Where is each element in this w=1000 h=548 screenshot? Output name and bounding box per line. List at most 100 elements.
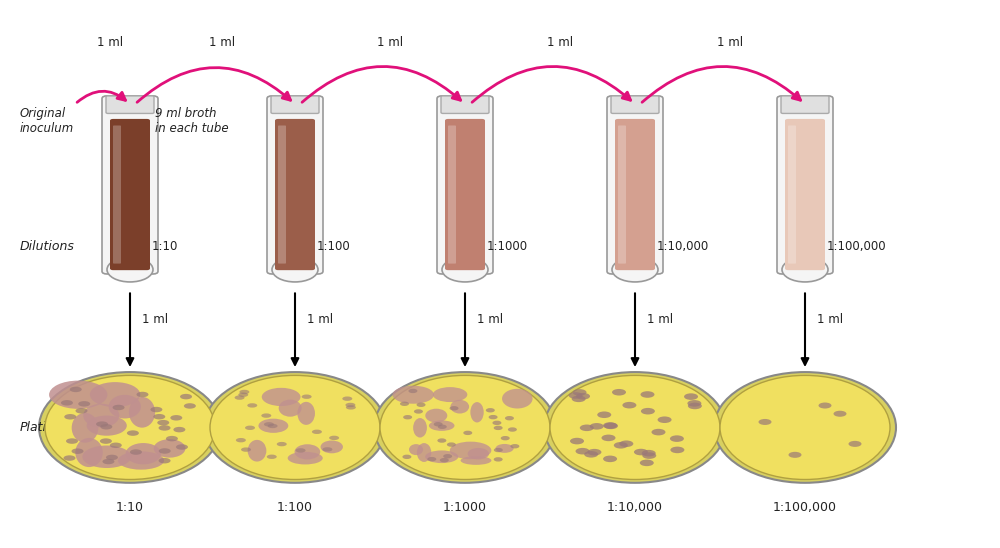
Ellipse shape xyxy=(782,258,828,282)
Ellipse shape xyxy=(83,404,119,427)
Ellipse shape xyxy=(640,460,654,466)
Ellipse shape xyxy=(82,446,131,468)
Ellipse shape xyxy=(267,455,277,459)
Ellipse shape xyxy=(429,420,455,431)
Ellipse shape xyxy=(670,435,684,442)
Ellipse shape xyxy=(109,395,141,419)
Text: 1 ml: 1 ml xyxy=(142,313,168,326)
Ellipse shape xyxy=(642,452,656,459)
Text: 1:100,000: 1:100,000 xyxy=(773,501,837,515)
Ellipse shape xyxy=(494,426,503,430)
Ellipse shape xyxy=(329,436,339,440)
Ellipse shape xyxy=(75,438,103,467)
Ellipse shape xyxy=(126,443,161,464)
Ellipse shape xyxy=(130,449,142,455)
Ellipse shape xyxy=(614,442,628,449)
Ellipse shape xyxy=(720,375,890,480)
Ellipse shape xyxy=(87,415,127,436)
Ellipse shape xyxy=(603,455,617,462)
Ellipse shape xyxy=(604,423,618,429)
Ellipse shape xyxy=(159,458,171,464)
Ellipse shape xyxy=(236,438,246,442)
Ellipse shape xyxy=(714,372,896,483)
Ellipse shape xyxy=(508,427,517,432)
Ellipse shape xyxy=(440,458,449,463)
Ellipse shape xyxy=(261,413,271,418)
Ellipse shape xyxy=(576,448,590,454)
Ellipse shape xyxy=(849,441,862,447)
Ellipse shape xyxy=(688,403,702,409)
FancyBboxPatch shape xyxy=(278,125,286,264)
Ellipse shape xyxy=(166,436,178,441)
Ellipse shape xyxy=(434,422,443,426)
Text: Plating: Plating xyxy=(20,421,63,434)
Text: 1 ml: 1 ml xyxy=(817,313,843,326)
Ellipse shape xyxy=(264,422,274,426)
Ellipse shape xyxy=(96,421,108,427)
Ellipse shape xyxy=(72,413,98,443)
Ellipse shape xyxy=(587,449,601,455)
Ellipse shape xyxy=(492,421,501,425)
FancyBboxPatch shape xyxy=(271,96,319,113)
Ellipse shape xyxy=(248,440,266,461)
Ellipse shape xyxy=(157,420,169,425)
Ellipse shape xyxy=(247,403,257,408)
Ellipse shape xyxy=(258,419,288,433)
Ellipse shape xyxy=(640,391,654,398)
Ellipse shape xyxy=(78,401,90,407)
Ellipse shape xyxy=(153,414,165,419)
Ellipse shape xyxy=(501,436,510,441)
FancyBboxPatch shape xyxy=(445,119,485,270)
Ellipse shape xyxy=(502,389,533,408)
Ellipse shape xyxy=(107,258,153,282)
Ellipse shape xyxy=(409,444,423,455)
Ellipse shape xyxy=(413,418,427,437)
Ellipse shape xyxy=(622,402,636,408)
Text: 1:1000: 1:1000 xyxy=(443,501,487,515)
Ellipse shape xyxy=(788,452,802,458)
Ellipse shape xyxy=(443,454,452,459)
Ellipse shape xyxy=(417,443,431,462)
FancyBboxPatch shape xyxy=(615,119,655,270)
Ellipse shape xyxy=(277,442,287,446)
Ellipse shape xyxy=(642,450,656,456)
Ellipse shape xyxy=(173,427,185,432)
Ellipse shape xyxy=(447,442,456,447)
Ellipse shape xyxy=(75,408,87,414)
Ellipse shape xyxy=(136,392,148,397)
FancyBboxPatch shape xyxy=(781,96,829,113)
Text: 1:100: 1:100 xyxy=(277,501,313,515)
Ellipse shape xyxy=(210,375,380,480)
Ellipse shape xyxy=(312,430,322,434)
Ellipse shape xyxy=(612,389,626,396)
Ellipse shape xyxy=(417,403,426,407)
FancyBboxPatch shape xyxy=(110,119,150,270)
Text: 1 ml: 1 ml xyxy=(209,36,236,49)
FancyBboxPatch shape xyxy=(102,96,158,274)
Ellipse shape xyxy=(486,408,495,413)
Ellipse shape xyxy=(61,400,73,406)
Ellipse shape xyxy=(150,407,162,412)
Ellipse shape xyxy=(641,408,655,414)
Ellipse shape xyxy=(72,448,84,454)
FancyBboxPatch shape xyxy=(437,96,493,274)
Ellipse shape xyxy=(612,258,658,282)
Ellipse shape xyxy=(110,443,122,448)
Ellipse shape xyxy=(437,438,446,443)
FancyBboxPatch shape xyxy=(275,119,315,270)
Text: 1 ml: 1 ml xyxy=(647,313,673,326)
Ellipse shape xyxy=(658,416,672,423)
Text: 1:10,000: 1:10,000 xyxy=(657,240,709,253)
Ellipse shape xyxy=(374,372,556,483)
Ellipse shape xyxy=(322,447,332,452)
Ellipse shape xyxy=(345,403,355,407)
FancyBboxPatch shape xyxy=(785,119,825,270)
Text: 9 ml broth
in each tube: 9 ml broth in each tube xyxy=(155,106,229,135)
Ellipse shape xyxy=(113,405,125,410)
Ellipse shape xyxy=(414,409,423,414)
Ellipse shape xyxy=(342,396,352,401)
Ellipse shape xyxy=(245,426,255,430)
Ellipse shape xyxy=(670,447,684,453)
Ellipse shape xyxy=(510,444,519,448)
Ellipse shape xyxy=(494,457,503,461)
